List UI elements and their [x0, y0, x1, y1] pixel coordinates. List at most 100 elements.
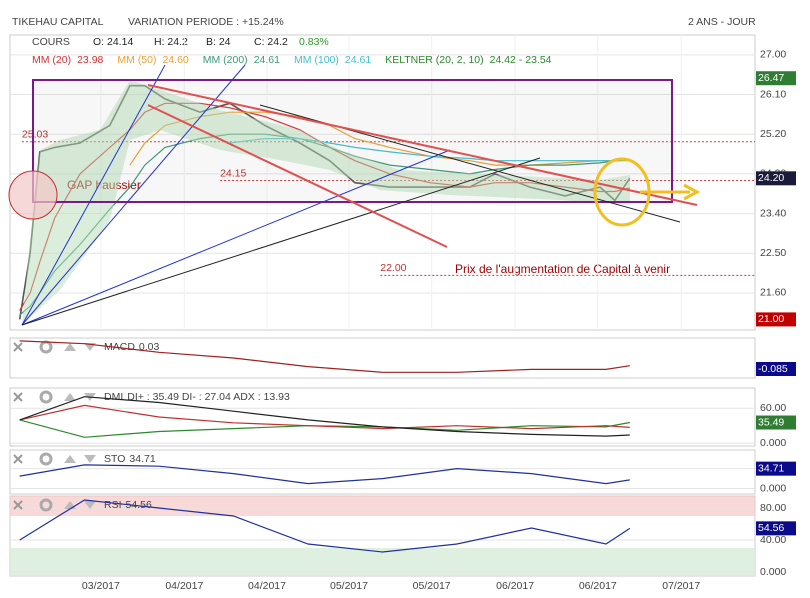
down-icon — [84, 501, 96, 509]
panel-title: RSI — [104, 499, 122, 511]
y-tick-label: 23.40 — [760, 207, 786, 219]
trend-line — [21, 64, 246, 326]
title: TIKEHAU CAPITAL — [12, 16, 104, 28]
legend-item: C: 24.2 — [254, 36, 288, 48]
legend-item: MM (200) — [203, 54, 248, 66]
x-tick-label: 05/2017 — [413, 580, 451, 592]
trend-line — [21, 149, 451, 326]
panel-title: STO — [104, 453, 125, 465]
series-line — [19, 340, 630, 373]
x-tick-label: 04/2017 — [165, 580, 203, 592]
series-line — [19, 499, 631, 553]
panel-icons — [13, 452, 96, 466]
settings-icon — [39, 390, 53, 404]
panel-frame — [9, 387, 756, 447]
overbought-zone — [10, 496, 755, 516]
level-label: 24.15 — [220, 167, 246, 179]
panel-value: 34.71 — [129, 453, 155, 465]
change: 0.83% — [299, 36, 329, 48]
series-line — [19, 404, 630, 430]
trend-line — [21, 157, 541, 326]
price-tag-label: 26.47 — [758, 72, 784, 84]
price-tag — [756, 461, 796, 476]
period: 2 ANS - JOUR — [688, 16, 756, 28]
legend-item: B: 24 — [206, 36, 231, 48]
price-tag-label: 35.49 — [758, 416, 784, 428]
close-icon — [13, 342, 23, 352]
legend-item: COURS — [32, 36, 70, 48]
range-box — [32, 79, 673, 203]
price-tag — [756, 71, 796, 86]
y-tick-label: 80.00 — [760, 502, 786, 514]
legend-item: O: 24.14 — [93, 36, 133, 48]
legend-item: MM (20) — [32, 54, 71, 66]
legend-value: 24.60 — [162, 54, 188, 66]
price-tag-label: -0.085 — [758, 363, 788, 375]
y-tick-label: 0.000 — [760, 566, 786, 578]
price-tag — [756, 312, 796, 327]
settings-icon — [39, 452, 53, 466]
up-icon — [64, 343, 76, 351]
x-tick-label: 07/2017 — [662, 580, 700, 592]
y-tick-label: 60.00 — [760, 402, 786, 414]
y-tick-label: 21.60 — [760, 287, 786, 299]
legend-value: 23.98 — [77, 54, 103, 66]
level-label: 25.03 — [22, 128, 48, 140]
legend-item: MM (100) — [294, 54, 339, 66]
legend-item: H: 24.2 — [154, 36, 188, 48]
legend-value: 24.61 — [345, 54, 371, 66]
level-label: 22.00 — [380, 262, 406, 274]
x-tick-label: 04/2017 — [248, 580, 286, 592]
close-icon — [13, 392, 23, 402]
panel-frame — [9, 449, 756, 495]
y-tick-label: 25.20 — [760, 128, 786, 140]
series-line — [19, 464, 630, 485]
up-icon — [64, 393, 76, 401]
price-tag — [756, 362, 796, 376]
legend-item: MM (50) — [117, 54, 156, 66]
down-icon — [84, 455, 96, 463]
channel-line — [147, 104, 448, 248]
price-tag — [756, 415, 796, 430]
series-line — [19, 396, 630, 437]
x-tick-label: 06/2017 — [579, 580, 617, 592]
y-tick-label: 26.10 — [760, 88, 786, 100]
legend-item: KELTNER (20, 2, 10) — [385, 54, 483, 66]
trend-line — [21, 64, 166, 326]
close-icon — [13, 500, 23, 510]
legend-value: 24.42 - 23.54 — [490, 54, 552, 66]
y-tick-label: 0.000 — [760, 437, 786, 449]
legend-value: 24.61 — [254, 54, 280, 66]
price-tag-label: 24.20 — [758, 172, 784, 184]
x-tick-label: 06/2017 — [496, 580, 534, 592]
panel-title: MACD — [104, 341, 135, 353]
y-tick-label: 40.00 — [760, 534, 786, 546]
price-tag-label: 21.00 — [758, 313, 784, 325]
drawings — [8, 64, 701, 326]
variation: VARIATION PERIODE : +15.24% — [128, 16, 284, 28]
channel-line — [147, 84, 698, 206]
up-icon — [64, 455, 76, 463]
gap-circle — [8, 170, 58, 220]
settings-icon — [39, 498, 53, 512]
panel-value: DI+ : 35.49 DI- : 27.04 ADX : 13.93 — [127, 391, 290, 403]
price-tag-label: 34.71 — [758, 462, 784, 474]
series-line — [19, 419, 630, 438]
arrow-head — [683, 183, 701, 201]
price-tag — [756, 521, 796, 536]
panel-frame — [9, 337, 756, 379]
y-tick-label: 0.000 — [760, 482, 786, 494]
price-tag-label: 54.56 — [758, 522, 784, 534]
panel-title: DMI — [104, 391, 123, 403]
y-tick-label: 22.50 — [760, 247, 786, 259]
annotation: Prix de l'augmentation de Capital à veni… — [455, 262, 670, 276]
oversold-zone — [10, 548, 755, 576]
price-tag — [756, 171, 796, 186]
y-tick-label: 27.00 — [760, 49, 786, 61]
close-icon — [13, 454, 23, 464]
x-tick-label: 05/2017 — [330, 580, 368, 592]
panel-frame — [9, 34, 756, 331]
panel-value: 0.03 — [139, 341, 160, 353]
x-tick-label: 03/2017 — [82, 580, 120, 592]
